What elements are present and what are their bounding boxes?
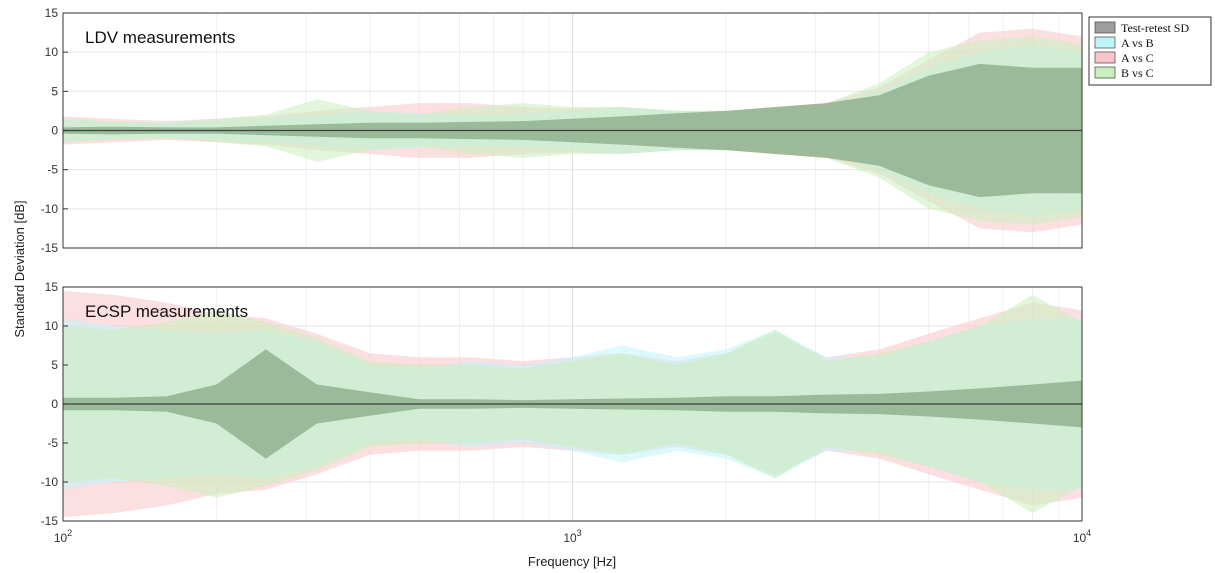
y-tick-label: -5 bbox=[47, 436, 58, 450]
legend: Test-retest SDA vs BA vs CB vs C bbox=[1088, 16, 1212, 86]
legend-entry: Test-retest SD bbox=[1121, 21, 1189, 35]
x-tick-label: 102 bbox=[54, 528, 72, 545]
y-tick-label: -15 bbox=[41, 241, 59, 255]
legend-swatch bbox=[1094, 21, 1116, 34]
legend-entry: A vs C bbox=[1121, 51, 1154, 65]
y-tick-label: 0 bbox=[51, 397, 58, 411]
panel-2: -15 -10 -5 0 5 10 15 ECSP measurements bbox=[41, 280, 1083, 528]
y-tick-label: -10 bbox=[41, 475, 59, 489]
y-tick-label: -5 bbox=[47, 163, 58, 177]
y-tick-label: 5 bbox=[51, 84, 58, 98]
x-tick-label: 103 bbox=[563, 528, 581, 545]
y-tick-label: 15 bbox=[45, 280, 59, 294]
legend-swatch bbox=[1094, 36, 1116, 49]
panel-1: -15 -10 -5 0 5 10 15 LDV measurements bbox=[41, 6, 1083, 255]
legend-entry: A vs B bbox=[1121, 36, 1154, 50]
y-axis-label: Standard Deviation [dB] bbox=[12, 200, 27, 337]
y-tick-label: 5 bbox=[51, 358, 58, 372]
panel-title: ECSP measurements bbox=[85, 302, 248, 321]
x-axis-label: Frequency [Hz] bbox=[528, 554, 616, 569]
y-tick-label: -10 bbox=[41, 202, 59, 216]
y-tick-label: 15 bbox=[45, 6, 59, 20]
x-tick-label: 104 bbox=[1073, 528, 1091, 545]
y-tick-label: 10 bbox=[45, 319, 59, 333]
y-tick-label: 10 bbox=[45, 45, 59, 59]
y-tick-label: 0 bbox=[51, 124, 58, 138]
y-tick-label: -15 bbox=[41, 514, 59, 528]
panel-title: LDV measurements bbox=[85, 28, 235, 47]
legend-entry: B vs C bbox=[1121, 66, 1154, 80]
legend-swatch bbox=[1094, 51, 1116, 64]
legend-swatch bbox=[1094, 66, 1116, 79]
